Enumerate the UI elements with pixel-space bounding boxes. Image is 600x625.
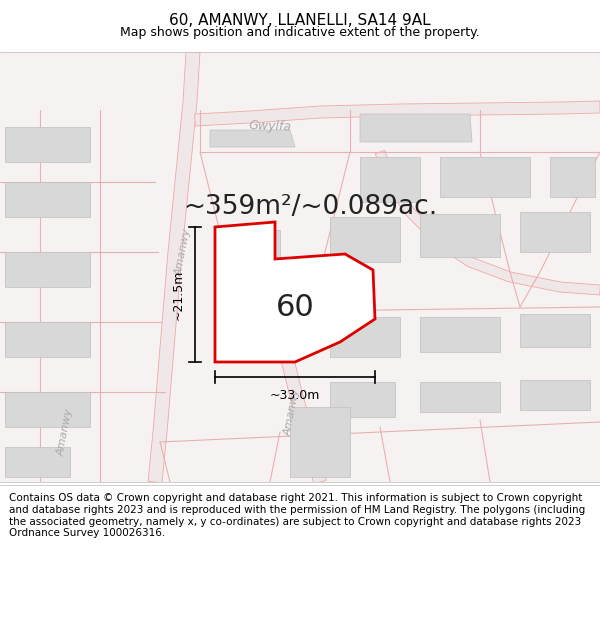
Polygon shape	[550, 157, 595, 197]
Polygon shape	[330, 217, 400, 262]
Text: 60: 60	[275, 292, 314, 321]
Polygon shape	[215, 282, 280, 317]
Text: Amanwy: Amanwy	[56, 408, 74, 457]
Polygon shape	[5, 127, 90, 162]
Polygon shape	[5, 392, 90, 427]
Text: Amanwy: Amanwy	[283, 388, 301, 437]
Text: Map shows position and indicative extent of the property.: Map shows position and indicative extent…	[120, 26, 480, 39]
Polygon shape	[440, 157, 530, 197]
Polygon shape	[330, 382, 395, 417]
Polygon shape	[520, 380, 590, 410]
Polygon shape	[148, 52, 200, 483]
Polygon shape	[215, 222, 375, 362]
Polygon shape	[5, 322, 90, 357]
Polygon shape	[520, 212, 590, 252]
Polygon shape	[420, 214, 500, 257]
Polygon shape	[215, 230, 280, 272]
Text: ~21.5m: ~21.5m	[172, 269, 185, 319]
Polygon shape	[420, 382, 500, 412]
Polygon shape	[5, 447, 70, 477]
Polygon shape	[5, 182, 90, 217]
Polygon shape	[330, 317, 400, 357]
Polygon shape	[375, 151, 600, 295]
Polygon shape	[210, 130, 295, 147]
Polygon shape	[520, 314, 590, 347]
Polygon shape	[420, 317, 500, 352]
Polygon shape	[5, 252, 90, 287]
Text: ~359m²/~0.089ac.: ~359m²/~0.089ac.	[183, 194, 437, 220]
Polygon shape	[360, 114, 472, 142]
Polygon shape	[194, 101, 600, 126]
Text: ~33.0m: ~33.0m	[270, 389, 320, 402]
Polygon shape	[263, 281, 326, 484]
Text: Gwylfa: Gwylfa	[248, 119, 292, 133]
Text: Amanwy: Amanwy	[173, 228, 193, 277]
Polygon shape	[290, 407, 350, 477]
Text: 60, AMANWY, LLANELLI, SA14 9AL: 60, AMANWY, LLANELLI, SA14 9AL	[169, 13, 431, 28]
Text: Contains OS data © Crown copyright and database right 2021. This information is : Contains OS data © Crown copyright and d…	[9, 494, 585, 538]
Polygon shape	[360, 157, 420, 202]
